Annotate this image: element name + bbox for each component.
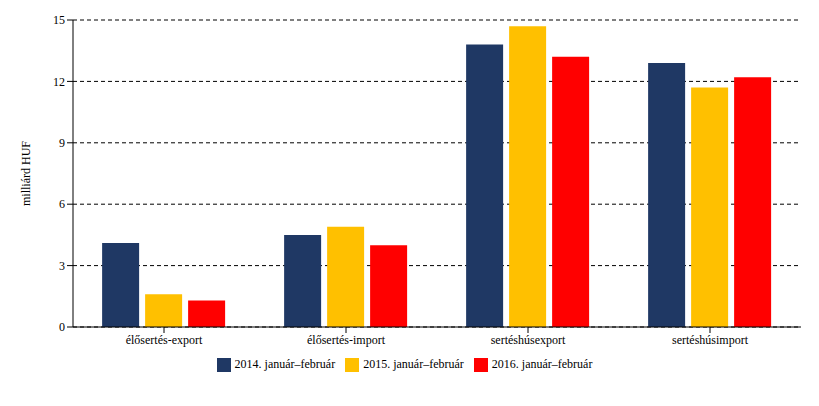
svg-text:élősertés-export: élősertés-export — [126, 333, 203, 347]
svg-text:6: 6 — [59, 197, 65, 211]
html-text:2015. január–február: 2015. január–február — [363, 357, 464, 371]
svg-text:sertéshúsexport: sertéshúsexport — [491, 333, 566, 347]
svg-text:0: 0 — [59, 320, 65, 334]
svg-text:15: 15 — [53, 13, 65, 27]
svg-text:milliárd HUF: milliárd HUF — [19, 141, 33, 206]
svg-text:sertéshúsimport: sertéshúsimport — [672, 333, 749, 347]
svg-text:9: 9 — [59, 136, 65, 150]
svg-text:élősertés-import: élősertés-import — [307, 333, 386, 347]
html-text:2016. január–február: 2016. január–február — [491, 357, 593, 371]
svg-text:3: 3 — [59, 259, 65, 273]
svg-text:12: 12 — [53, 75, 65, 89]
html-text:2014. január–február: 2014. január–február — [234, 357, 336, 371]
